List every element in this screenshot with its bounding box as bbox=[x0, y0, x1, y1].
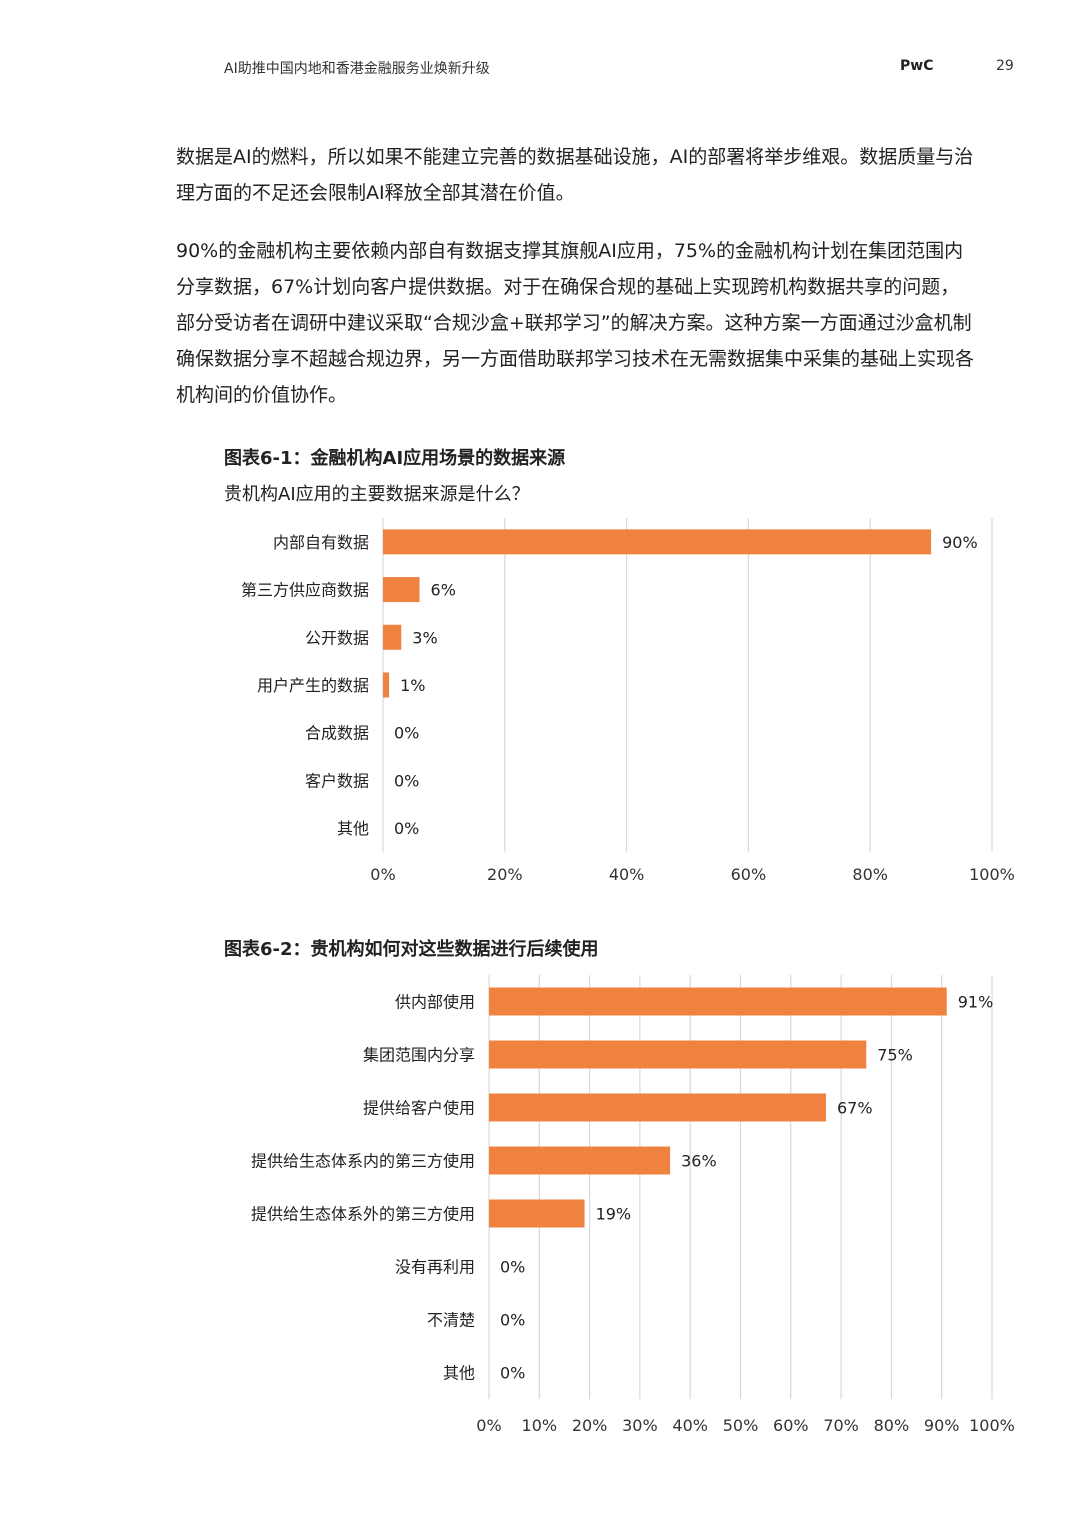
chart1-category-label: 合成数据 bbox=[305, 724, 369, 743]
chart2-x-tick-label: 20% bbox=[572, 1416, 608, 1435]
chart1-category-label: 客户数据 bbox=[305, 771, 369, 790]
chart2-value-label: 75% bbox=[877, 1046, 913, 1065]
chart2-x-tick-label: 90% bbox=[924, 1416, 960, 1435]
chart1-value-label: 90% bbox=[942, 533, 978, 552]
chart2-value-label: 36% bbox=[681, 1152, 717, 1171]
chart2-value-label: 19% bbox=[596, 1205, 632, 1224]
chart2-category-label: 其他 bbox=[443, 1364, 475, 1383]
chart1-category-label: 内部自有数据 bbox=[273, 533, 369, 552]
chart1-x-tick-label: 40% bbox=[609, 865, 645, 884]
chart1-category-label: 第三方供应商数据 bbox=[241, 581, 369, 600]
header-brand-logo: PwC bbox=[900, 58, 934, 74]
chart2-title: 图表6-2：贵机构如何对这些数据进行后续使用 bbox=[224, 939, 599, 960]
chart1-value-label: 0% bbox=[394, 724, 419, 743]
chart2-x-tick-label: 30% bbox=[622, 1416, 658, 1435]
chart1-bar bbox=[383, 672, 390, 698]
chart2-value-label: 0% bbox=[500, 1258, 525, 1277]
chart2-bar bbox=[489, 1040, 867, 1069]
chart1-x-tick-label: 60% bbox=[731, 865, 767, 884]
chart1-category-label: 用户产生的数据 bbox=[257, 676, 369, 695]
chart1-value-label: 0% bbox=[394, 771, 419, 790]
chart1-value-label: 0% bbox=[394, 819, 419, 838]
chart2-value-label: 0% bbox=[500, 1311, 525, 1330]
chart1-x-tick-label: 0% bbox=[370, 865, 395, 884]
chart1-value-label: 1% bbox=[400, 676, 425, 695]
chart2-bar bbox=[489, 1093, 827, 1122]
chart1-value-label: 3% bbox=[412, 628, 437, 647]
chart2-bar-chart: 0% 10% 20% 30% 40% 50% 60% 70% 80% 90% 100% 供内部使用 91… bbox=[251, 975, 1015, 1435]
chart2-x-tick-label: 40% bbox=[672, 1416, 708, 1435]
chart2-x-tick-label: 10% bbox=[522, 1416, 558, 1435]
body-paragraph-2: 90%的金融机构主要依赖内部自有数据支撑其旗舰AI应用，75%的金融机构计划在集… bbox=[176, 240, 975, 406]
chart2-x-tick-label: 0% bbox=[476, 1416, 501, 1435]
chart1-x-tick-label: 100% bbox=[969, 865, 1015, 884]
chart2-value-label: 67% bbox=[837, 1099, 873, 1118]
chart2-category-label: 提供给生态体系外的第三方使用 bbox=[251, 1205, 475, 1224]
chart2-category-label: 不清楚 bbox=[427, 1311, 475, 1330]
body-paragraph-1: 数据是AI的燃料，所以如果不能建立完善的数据基础设施，AI的部署将举步维艰。数据… bbox=[176, 146, 974, 204]
header-title: AI助推中国内地和香港金融服务业焕新升级 bbox=[224, 61, 490, 77]
chart2-x-tick-label: 60% bbox=[773, 1416, 809, 1435]
chart2-x-tick-label: 70% bbox=[823, 1416, 859, 1435]
chart1-bar-chart: 0% 20% 40% 60% 80% 100% 内部自有数据 90% 第三方供应商数据 6% 公开数… bbox=[241, 518, 1015, 884]
chart1-x-tick-label: 20% bbox=[487, 865, 523, 884]
chart2-category-label: 集团范围内分享 bbox=[363, 1046, 475, 1065]
chart2-x-tick-label: 100% bbox=[969, 1416, 1015, 1435]
page-header: AI助推中国内地和香港金融服务业焕新升级 PwC 29 bbox=[0, 58, 1080, 82]
chart1-value-label: 6% bbox=[431, 581, 456, 600]
page-number: 29 bbox=[996, 58, 1014, 74]
chart1-category-label: 其他 bbox=[337, 819, 369, 838]
chart2-bar bbox=[489, 1146, 671, 1175]
chart1-title: 图表6-1：金融机构AI应用场景的数据来源 bbox=[224, 448, 566, 469]
chart2-x-tick-label: 50% bbox=[723, 1416, 759, 1435]
chart2-category-label: 提供给生态体系内的第三方使用 bbox=[251, 1152, 475, 1171]
chart2-bar bbox=[489, 987, 947, 1016]
chart1-x-tick-label: 80% bbox=[852, 865, 888, 884]
chart1-bar bbox=[383, 624, 402, 650]
chart1-subtitle: 贵机构AI应用的主要数据来源是什么？ bbox=[224, 484, 530, 505]
chart2-value-label: 0% bbox=[500, 1364, 525, 1383]
chart1-bar bbox=[383, 577, 420, 603]
chart1-bar bbox=[383, 529, 932, 555]
chart2-category-label: 提供给客户使用 bbox=[363, 1099, 475, 1118]
chart2-bar bbox=[489, 1199, 585, 1228]
chart2-value-label: 91% bbox=[958, 993, 994, 1012]
chart1-category-label: 公开数据 bbox=[305, 628, 369, 647]
chart2-category-label: 没有再利用 bbox=[395, 1258, 475, 1277]
chart2-x-tick-label: 80% bbox=[874, 1416, 910, 1435]
chart2-category-label: 供内部使用 bbox=[395, 993, 475, 1012]
